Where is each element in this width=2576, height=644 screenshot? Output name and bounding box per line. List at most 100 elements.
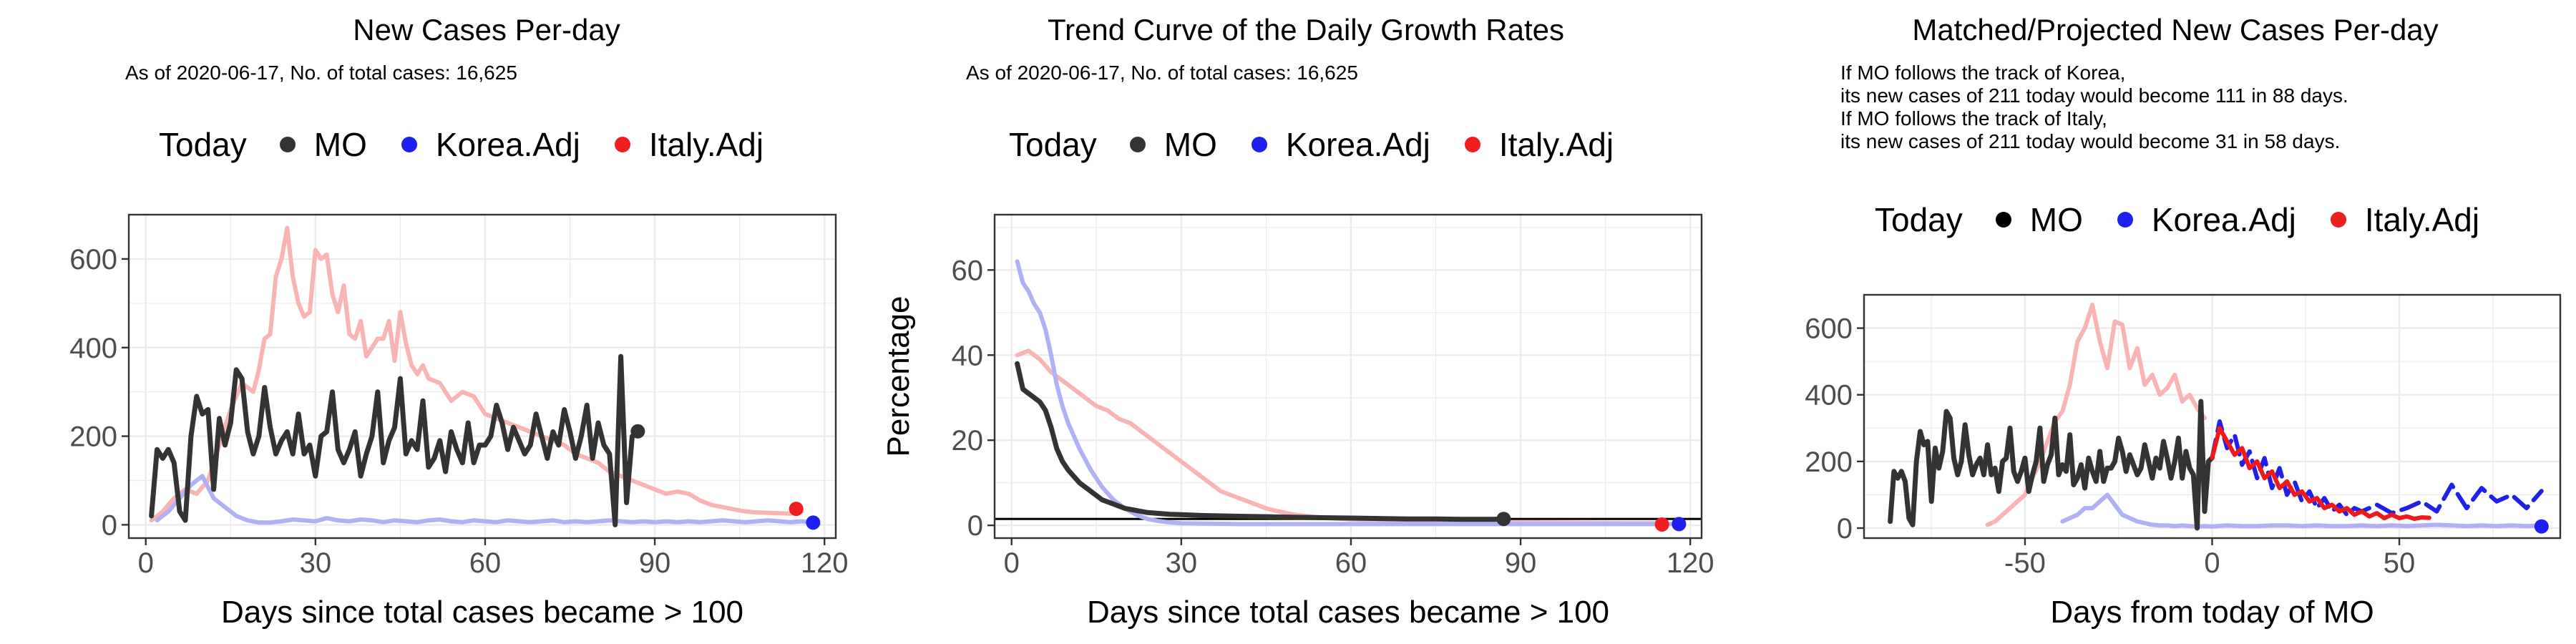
series-line-projected-italy <box>2210 426 2431 521</box>
series-line-mo <box>149 353 640 527</box>
legend: Today MO Korea.Adj Italy.Adj <box>1875 200 2501 239</box>
legend-label: MO <box>2029 201 2083 238</box>
y-tick-label: 0 <box>102 509 117 541</box>
chart-projected: -50 0 50 0 200 400 600 Days from today of MO <box>1805 293 2562 630</box>
legend-dot <box>1129 137 1146 152</box>
legend-title: Today <box>1875 201 1963 238</box>
chart-note: As of 2020-06-17, No. of total cases: 16… <box>966 62 1358 84</box>
legend-item-italy: Italy.Adj <box>1464 125 1614 164</box>
y-tick-label: 200 <box>1805 447 1853 478</box>
legend-label: MO <box>1163 126 1217 163</box>
x-tick-label: 90 <box>639 547 671 579</box>
legend-dot <box>614 137 630 152</box>
y-tick-label: 20 <box>952 425 984 457</box>
y-tick-label: 600 <box>1805 313 1853 345</box>
panel-growth-rates: Trend Curve of the Daily Growth Rates As… <box>859 0 1717 644</box>
series-line-korea-adj <box>2060 492 2544 529</box>
legend-item-italy: Italy.Adj <box>614 125 764 164</box>
legend-item-mo: MO <box>1995 200 2083 239</box>
legend-dot <box>2330 212 2346 228</box>
x-tick-label: 60 <box>469 547 502 579</box>
panel-projected: Matched/Projected New Cases Per-day If M… <box>1717 0 2576 644</box>
legend-item-italy: Italy.Adj <box>2330 200 2480 239</box>
legend-label: Korea.Adj <box>1285 126 1430 163</box>
y-tick-label: 0 <box>1837 513 1853 545</box>
note-line: If MO follows the track of Italy, <box>1840 107 2107 130</box>
series-line-italy-adj <box>1985 303 2207 527</box>
legend-item-korea: Korea.Adj <box>1251 125 1430 164</box>
y-tick-label: 0 <box>967 510 983 542</box>
legend-label: Italy.Adj <box>2364 201 2480 238</box>
x-tick-label: 120 <box>801 547 849 579</box>
y-tick-label: 400 <box>69 333 117 364</box>
chart-title: New Cases Per-day <box>353 13 620 47</box>
x-tick-label: 30 <box>1166 547 1198 579</box>
legend-dot <box>1995 212 2011 228</box>
today-point-korea-adj <box>1672 517 1687 532</box>
plot-background <box>995 215 1702 538</box>
y-tick-label: 600 <box>69 244 117 275</box>
legend-title: Today <box>1009 126 1097 163</box>
legend-label: Korea.Adj <box>435 126 580 163</box>
legend-dot <box>1251 137 1267 152</box>
legend-item-mo: MO <box>279 125 367 164</box>
legend-label: Italy.Adj <box>648 126 764 163</box>
today-point-mo <box>630 424 645 439</box>
today-point-italy-adj <box>1654 517 1669 532</box>
x-tick-label: 60 <box>1335 547 1367 579</box>
chart-growth-rates: 0 30 60 90 120 0 20 40 60 Days since total cases … <box>881 213 1714 630</box>
x-tick-label: 30 <box>300 547 332 579</box>
plot-background <box>129 215 836 538</box>
note-line: As of 2020-06-17, No. of total cases: 16… <box>966 62 1358 84</box>
today-point-korea-adj <box>806 515 821 530</box>
x-axis-label: Days from today of MO <box>2050 595 2373 630</box>
y-axis-label: Percentage <box>881 296 916 457</box>
chart-new-cases: 0 30 60 90 120 0 200 400 600 Days since total cas… <box>69 213 849 630</box>
x-tick-label: 120 <box>1667 547 1714 579</box>
legend-item-mo: MO <box>1129 125 1217 164</box>
legend-item-korea: Korea.Adj <box>401 125 580 164</box>
panel-new-cases: New Cases Per-day As of 2020-06-17, No. … <box>0 0 859 644</box>
x-tick-label: 0 <box>1004 547 1020 579</box>
series-line-mo <box>1015 361 1506 522</box>
x-axis-label: Days since total cases became > 100 <box>221 595 743 630</box>
legend: Today MO Korea.Adj Italy.Adj <box>159 125 785 164</box>
series-line-korea-adj <box>155 474 816 525</box>
today-point-italy-adj <box>789 502 804 517</box>
chart-note: If MO follows the track of Korea, its ne… <box>1840 62 2348 153</box>
plot-border <box>993 213 1703 540</box>
legend-dot <box>2117 212 2133 228</box>
today-point-mo <box>1496 512 1511 527</box>
y-tick-label: 400 <box>1805 380 1853 411</box>
today-point-mo <box>2534 519 2549 534</box>
legend: Today MO Korea.Adj Italy.Adj <box>1009 125 1635 164</box>
legend-dot <box>401 137 417 152</box>
chart-title: Matched/Projected New Cases Per-day <box>1912 13 2439 47</box>
legend-dot <box>1464 137 1480 152</box>
x-tick-label: 0 <box>138 547 154 579</box>
legend-label: Korea.Adj <box>2151 201 2296 238</box>
x-tick-label: 0 <box>2204 547 2220 579</box>
series-line-italy-adj <box>149 225 804 523</box>
chart-note: As of 2020-06-17, No. of total cases: 16… <box>125 62 517 84</box>
note-line: As of 2020-06-17, No. of total cases: 16… <box>125 62 517 84</box>
x-axis-label: Days since total cases became > 100 <box>1087 595 1609 630</box>
series-line-mo <box>1888 399 2215 531</box>
note-line: If MO follows the track of Korea, <box>1840 62 2126 84</box>
note-line: its new cases of 211 today would become … <box>1840 84 2348 107</box>
note-line: its new cases of 211 today would become … <box>1840 130 2341 152</box>
y-tick-label: 60 <box>952 255 984 286</box>
legend-title: Today <box>159 126 247 163</box>
y-tick-label: 40 <box>952 340 984 371</box>
legend-dot <box>279 137 296 152</box>
plot-border <box>127 213 837 540</box>
x-tick-label: 90 <box>1505 547 1537 579</box>
legend-label: Italy.Adj <box>1498 126 1614 163</box>
y-tick-label: 200 <box>69 421 117 453</box>
x-tick-label: -50 <box>2004 547 2046 579</box>
legend-label: MO <box>313 126 367 163</box>
legend-item-korea: Korea.Adj <box>2117 200 2296 239</box>
chart-title: Trend Curve of the Daily Growth Rates <box>1047 13 1565 47</box>
x-tick-label: 50 <box>2384 547 2416 579</box>
series-line-projected-korea <box>2210 419 2544 517</box>
